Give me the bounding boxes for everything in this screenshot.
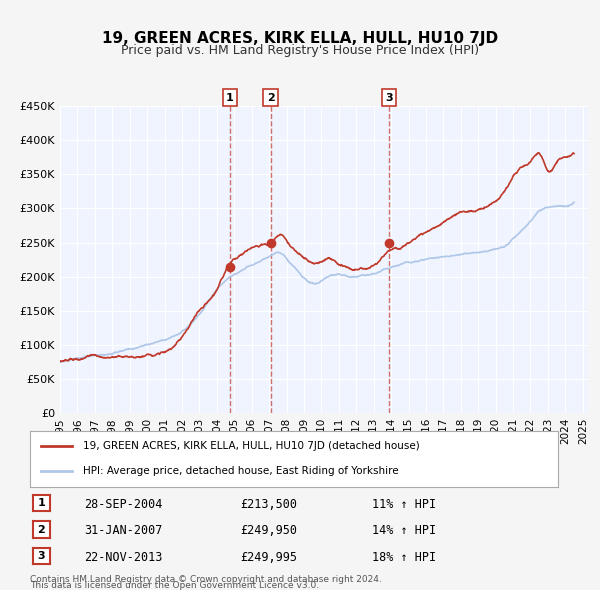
Text: This data is licensed under the Open Government Licence v3.0.: This data is licensed under the Open Gov…	[30, 581, 319, 590]
Text: 11% ↑ HPI: 11% ↑ HPI	[372, 497, 436, 511]
Text: 1: 1	[38, 498, 45, 508]
Text: 19, GREEN ACRES, KIRK ELLA, HULL, HU10 7JD: 19, GREEN ACRES, KIRK ELLA, HULL, HU10 7…	[102, 31, 498, 46]
Text: £249,950: £249,950	[240, 524, 297, 537]
Text: 22-NOV-2013: 22-NOV-2013	[84, 550, 163, 564]
Text: 2: 2	[266, 93, 274, 103]
Text: 1: 1	[226, 93, 233, 103]
Text: 31-JAN-2007: 31-JAN-2007	[84, 524, 163, 537]
Text: 14% ↑ HPI: 14% ↑ HPI	[372, 524, 436, 537]
Text: 18% ↑ HPI: 18% ↑ HPI	[372, 550, 436, 564]
Text: £249,995: £249,995	[240, 550, 297, 564]
Text: Price paid vs. HM Land Registry's House Price Index (HPI): Price paid vs. HM Land Registry's House …	[121, 44, 479, 57]
Text: HPI: Average price, detached house, East Riding of Yorkshire: HPI: Average price, detached house, East…	[83, 466, 398, 476]
Text: 3: 3	[38, 551, 45, 561]
Text: £213,500: £213,500	[240, 497, 297, 511]
Text: 19, GREEN ACRES, KIRK ELLA, HULL, HU10 7JD (detached house): 19, GREEN ACRES, KIRK ELLA, HULL, HU10 7…	[83, 441, 419, 451]
Text: 3: 3	[386, 93, 393, 103]
Text: Contains HM Land Registry data © Crown copyright and database right 2024.: Contains HM Land Registry data © Crown c…	[30, 575, 382, 584]
Text: 28-SEP-2004: 28-SEP-2004	[84, 497, 163, 511]
Text: 2: 2	[38, 525, 45, 535]
